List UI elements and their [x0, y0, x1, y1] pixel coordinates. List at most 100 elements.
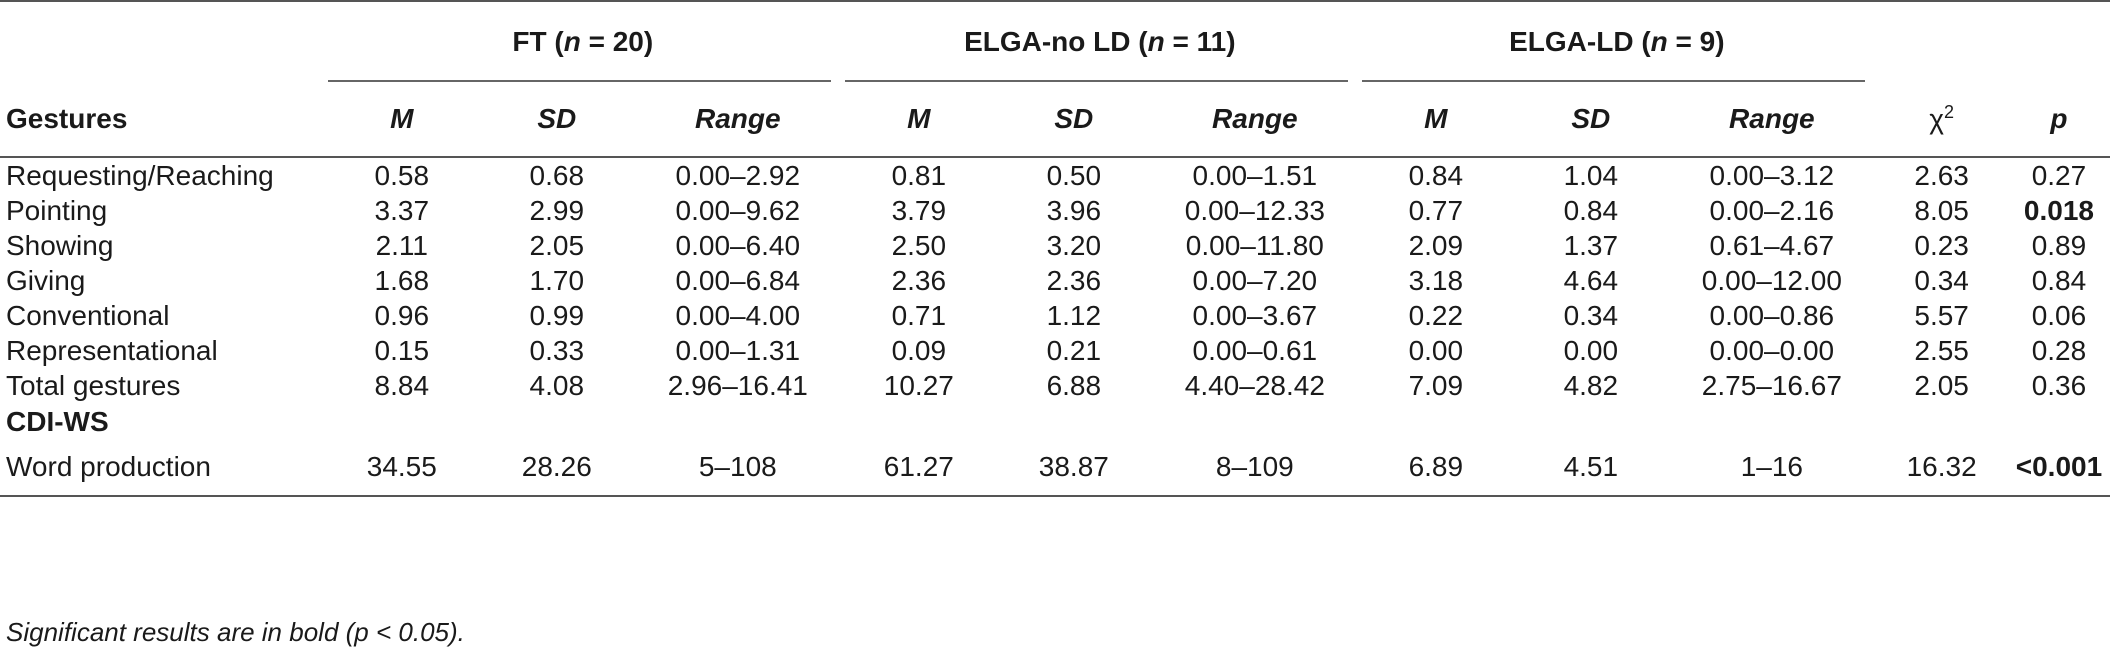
data-rows: Requesting/Reaching 0.58 0.68 0.00–2.92 0.81… — [0, 157, 2110, 403]
cell-ld-m: 7.09 — [1408, 369, 1464, 401]
section-row-cdi-ws: CDI-WS — [0, 403, 2110, 441]
cell-ft-sd: 28.26 — [479, 441, 635, 497]
cell-p: 0.28 — [2031, 334, 2087, 366]
cell-ld-sd: 0.84 — [1563, 194, 1619, 226]
cell-ft-sd: 2.05 — [529, 229, 585, 261]
column-header-m: M — [1358, 82, 1514, 158]
row-label: Word production — [0, 441, 325, 497]
cell-chi: 5.57 — [1914, 299, 1969, 331]
column-header-range: Range — [634, 82, 842, 158]
cell-nold-range: 8–109 — [1151, 441, 1359, 497]
cell-nold-range: 0.00–7.20 — [1192, 264, 1318, 296]
cell-ld-m: 0.22 — [1408, 299, 1464, 331]
cell-ft-m: 2.11 — [375, 229, 428, 261]
table-row: Total gestures 8.84 4.08 2.96–16.41 10.27 6.8… — [0, 368, 2110, 403]
column-header-chi-square: χ2 — [1875, 82, 2008, 158]
table-row: Requesting/Reaching 0.58 0.68 0.00–2.92 0.81… — [0, 157, 2110, 193]
cell-ft-m: 34.55 — [324, 441, 480, 497]
column-header-gestures: Gestures — [0, 82, 325, 158]
cell-ld-range: 1–16 — [1668, 441, 1876, 497]
cell-ft-sd: 1.70 — [529, 264, 585, 296]
row-label: Giving — [6, 264, 86, 296]
cell-p: 0.84 — [2031, 264, 2087, 296]
cell-chi: 0.23 — [1914, 229, 1969, 261]
row-label: Requesting/Reaching — [6, 159, 274, 191]
group-header-elga-no-ld: ELGA-no LD (n = 11) — [841, 2, 1358, 82]
table-row: Pointing 3.37 2.99 0.00–9.62 3.79 3.96 0.00–12… — [0, 193, 2110, 228]
section-label: CDI-WS — [6, 406, 109, 437]
cell-nold-range: 0.00–12.33 — [1184, 194, 1325, 226]
cell-ft-m: 0.96 — [374, 299, 430, 331]
row-label: Conventional — [6, 299, 170, 331]
chi-superscript: 2 — [1943, 102, 1954, 123]
cell-ft-sd: 0.99 — [529, 299, 585, 331]
cell-ft-range: 0.00–1.31 — [675, 334, 801, 366]
cell-ft-range: 0.00–9.62 — [675, 194, 801, 226]
cell-ft-m: 0.15 — [374, 334, 430, 366]
cell-ft-sd: 4.08 — [529, 369, 585, 401]
cell-nold-range: 0.00–0.61 — [1192, 334, 1318, 366]
cell-ft-m: 1.68 — [374, 264, 430, 296]
table-row: Showing 2.11 2.05 0.00–6.40 2.50 3.20 0.00–11.… — [0, 228, 2110, 263]
cell-ft-range: 0.00–6.40 — [675, 229, 801, 261]
cell-p: 0.89 — [2031, 229, 2087, 261]
table-row-word-production: Word production 34.55 28.26 5–108 61.27 … — [0, 441, 2110, 497]
table-row: Representational 0.15 0.33 0.00–1.31 0.09 0.2… — [0, 333, 2110, 368]
column-header-m: M — [324, 82, 480, 158]
cell-chi: 2.63 — [1914, 159, 1969, 191]
cell-ld-sd: 0.00 — [1563, 334, 1619, 366]
cell-ft-sd: 2.99 — [529, 194, 585, 226]
table-row: Giving 1.68 1.70 0.00–6.84 2.36 2.36 0.00–7.20… — [0, 263, 2110, 298]
cell-nold-range: 0.00–11.80 — [1185, 229, 1324, 261]
cell-nold-m: 0.09 — [891, 334, 947, 366]
cell-ld-range: 0.00–2.16 — [1709, 194, 1835, 226]
row-label: Total gestures — [6, 369, 181, 401]
cell-p-significant: 0.018 — [2023, 194, 2094, 226]
cell-ld-sd: 4.51 — [1513, 441, 1669, 497]
column-header-range: Range — [1151, 82, 1359, 158]
cell-ft-range: 2.96–16.41 — [667, 369, 808, 401]
cell-ld-m: 2.09 — [1408, 229, 1464, 261]
cell-nold-m: 61.27 — [841, 441, 997, 497]
cell-nold-sd: 0.50 — [1046, 159, 1102, 191]
cell-ft-range: 0.00–2.92 — [675, 159, 801, 191]
column-header-sd: SD — [996, 82, 1152, 158]
cell-ft-range: 0.00–4.00 — [675, 299, 801, 331]
cell-nold-m: 2.36 — [891, 264, 947, 296]
cell-ld-range: 0.00–3.12 — [1709, 159, 1835, 191]
column-header-sd: SD — [1513, 82, 1669, 158]
cell-ft-range: 5–108 — [634, 441, 842, 497]
table-row: Conventional 0.96 0.99 0.00–4.00 0.71 1.12 0.0… — [0, 298, 2110, 333]
column-header-m: M — [841, 82, 997, 158]
cell-ld-sd: 1.37 — [1563, 229, 1619, 261]
cell-ld-m: 3.18 — [1408, 264, 1464, 296]
group-header-ft: FT (n = 20) — [324, 2, 841, 82]
cell-ld-range: 0.00–0.86 — [1709, 299, 1835, 331]
cell-ld-range: 0.61–4.67 — [1709, 229, 1835, 261]
cell-nold-sd: 6.88 — [1046, 369, 1102, 401]
cell-nold-m: 3.79 — [891, 194, 947, 226]
column-header-sd: SD — [479, 82, 635, 158]
cell-ft-m: 8.84 — [374, 369, 430, 401]
cell-ld-range: 0.00–0.00 — [1709, 334, 1835, 366]
gesture-results-table: FT (n = 20) ELGA-no LD (n = 11) ELGA-LD … — [0, 0, 2110, 497]
cell-ld-m: 0.77 — [1408, 194, 1464, 226]
cell-chi: 0.34 — [1914, 264, 1969, 296]
cell-p-significant: <0.001 — [2007, 441, 2110, 497]
cell-nold-sd: 38.87 — [996, 441, 1152, 497]
cell-ld-sd: 4.64 — [1563, 264, 1619, 296]
cell-chi: 2.55 — [1914, 334, 1969, 366]
group-header-elga-ld: ELGA-LD (n = 9) — [1358, 2, 1875, 82]
chi-symbol: χ — [1929, 103, 1944, 135]
column-header-range: Range — [1668, 82, 1876, 158]
cell-ld-sd: 0.34 — [1563, 299, 1619, 331]
cell-nold-range: 0.00–1.51 — [1192, 159, 1318, 191]
cell-ld-m: 0.00 — [1408, 334, 1464, 366]
group-header-row: FT (n = 20) ELGA-no LD (n = 11) ELGA-LD … — [0, 2, 2110, 82]
cell-ft-m: 0.58 — [374, 159, 430, 191]
cell-nold-range: 4.40–28.42 — [1184, 369, 1325, 401]
cell-nold-range: 0.00–3.67 — [1192, 299, 1318, 331]
cell-ld-range: 2.75–16.67 — [1701, 369, 1842, 401]
cell-nold-m: 0.81 — [891, 159, 947, 191]
cell-nold-sd: 2.36 — [1046, 264, 1102, 296]
